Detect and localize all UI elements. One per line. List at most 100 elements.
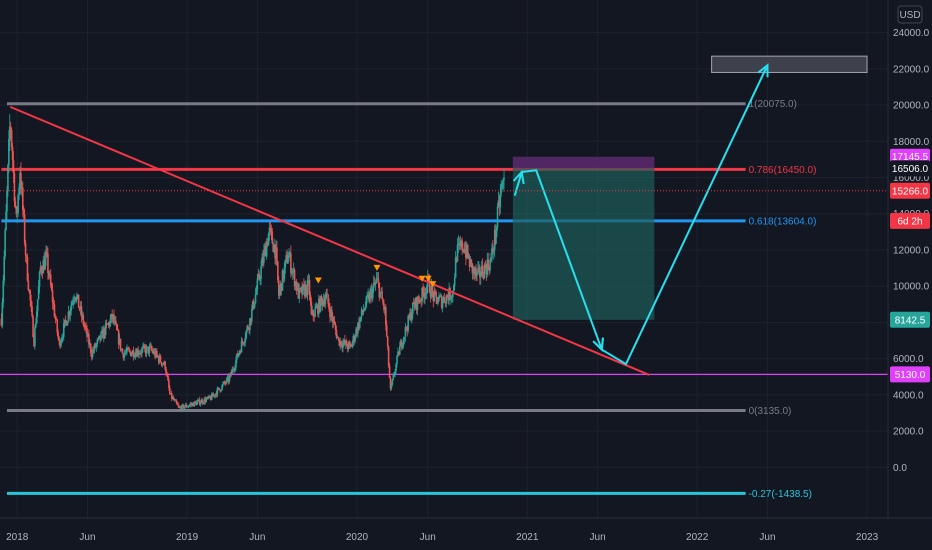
- y-tick-label: 16000.0: [893, 173, 930, 184]
- drawing-annotations[interactable]: [0, 63, 888, 376]
- candle-body: [232, 369, 234, 370]
- candle-body: [306, 280, 309, 295]
- candle-body: [96, 339, 99, 345]
- signal-marker: [429, 281, 437, 288]
- candle-body: [55, 318, 58, 320]
- candle-body: [88, 334, 90, 345]
- candle-body: [465, 249, 467, 258]
- candle-body: [279, 283, 282, 290]
- candle-body: [68, 311, 71, 316]
- candle-body: [358, 319, 361, 328]
- candle-body: [319, 296, 322, 312]
- candle-body: [397, 351, 399, 357]
- price-badge-text: 17145.5: [892, 152, 929, 163]
- candle-body: [439, 295, 441, 297]
- candle-body: [486, 259, 489, 275]
- candle-body: [174, 399, 177, 401]
- candle-body: [61, 338, 63, 342]
- candle-body: [402, 338, 405, 346]
- candle-body: [156, 355, 159, 357]
- candle-body: [371, 289, 373, 299]
- candle-body: [498, 200, 501, 208]
- candle-body: [291, 272, 293, 274]
- candle-body: [137, 349, 140, 355]
- candle-body: [75, 297, 77, 301]
- candle-body: [42, 259, 45, 274]
- candle-body: [303, 284, 305, 286]
- candle-body: [253, 303, 256, 308]
- candle-body: [118, 338, 121, 345]
- candle-body: [31, 306, 33, 316]
- candle-body: [341, 345, 343, 348]
- candle-body: [348, 342, 351, 344]
- level-label: 0.786(16450.0): [749, 165, 817, 176]
- candle-body: [247, 326, 249, 329]
- y-tick-label: 2000.0: [893, 427, 924, 438]
- candle-body: [320, 296, 323, 300]
- time-axis[interactable]: 2018 Jun 2019 Jun 2020 Jun 2021 Jun 2022 Jun 2023: [6, 532, 879, 543]
- candle-body: [179, 407, 181, 409]
- candle-body: [382, 299, 384, 304]
- candle-body: [221, 385, 223, 391]
- candle-body: [250, 318, 252, 322]
- candle-body: [54, 316, 57, 319]
- candle-body: [91, 350, 94, 358]
- candle-body: [327, 294, 329, 304]
- candle-body: [370, 289, 372, 292]
- candle-body: [386, 336, 389, 347]
- candle-body: [66, 321, 69, 326]
- candle-body: [496, 206, 499, 228]
- candle-body: [207, 397, 209, 398]
- candle-body: [133, 356, 136, 358]
- candle-body: [484, 264, 487, 267]
- candle-body: [446, 295, 449, 298]
- candle-body: [140, 352, 142, 354]
- candle-body: [85, 327, 87, 328]
- candle-body: [354, 336, 356, 342]
- candle-body: [94, 344, 97, 348]
- candle-body: [17, 195, 19, 213]
- candle-body: [293, 269, 296, 287]
- candle-body: [242, 342, 245, 344]
- candle-body: [396, 356, 398, 365]
- stop-zone: [512, 156, 655, 169]
- candle-body: [263, 251, 265, 263]
- candle-body: [162, 363, 165, 365]
- candle-body: [493, 229, 496, 250]
- candle-body: [403, 337, 406, 339]
- candle-body: [442, 297, 445, 302]
- level-label: 0(3135.0): [749, 406, 792, 417]
- candle-body: [62, 323, 65, 337]
- candle-body: [439, 295, 442, 297]
- candle-body: [334, 324, 337, 330]
- candle-body: [461, 240, 463, 251]
- candle-body: [280, 283, 283, 291]
- candle-body: [202, 403, 205, 404]
- price-badge-text: 8142.5: [895, 315, 926, 326]
- candle-body: [389, 377, 392, 389]
- candle-body: [117, 330, 120, 345]
- currency-label[interactable]: USD: [897, 5, 923, 24]
- candle-body: [6, 191, 8, 212]
- candle-body: [314, 308, 316, 317]
- short-position-tool[interactable]: [512, 55, 868, 320]
- candle-body: [380, 291, 382, 293]
- candle-body: [200, 400, 203, 403]
- candle-body: [170, 393, 172, 395]
- x-tick-label: Jun: [759, 532, 775, 543]
- candle-body: [436, 297, 438, 304]
- candle-body: [188, 405, 191, 407]
- candle-body: [216, 388, 219, 396]
- candle-body: [177, 404, 180, 406]
- candle-body: [311, 310, 314, 315]
- candle-body: [331, 316, 334, 323]
- signal-marker: [314, 277, 322, 284]
- candle-body: [457, 243, 460, 245]
- candle-body: [399, 341, 402, 347]
- candle-body: [468, 256, 471, 267]
- candle-body: [460, 240, 463, 246]
- candle-body: [360, 309, 363, 317]
- candle-body: [283, 267, 286, 280]
- candle-body: [175, 400, 178, 404]
